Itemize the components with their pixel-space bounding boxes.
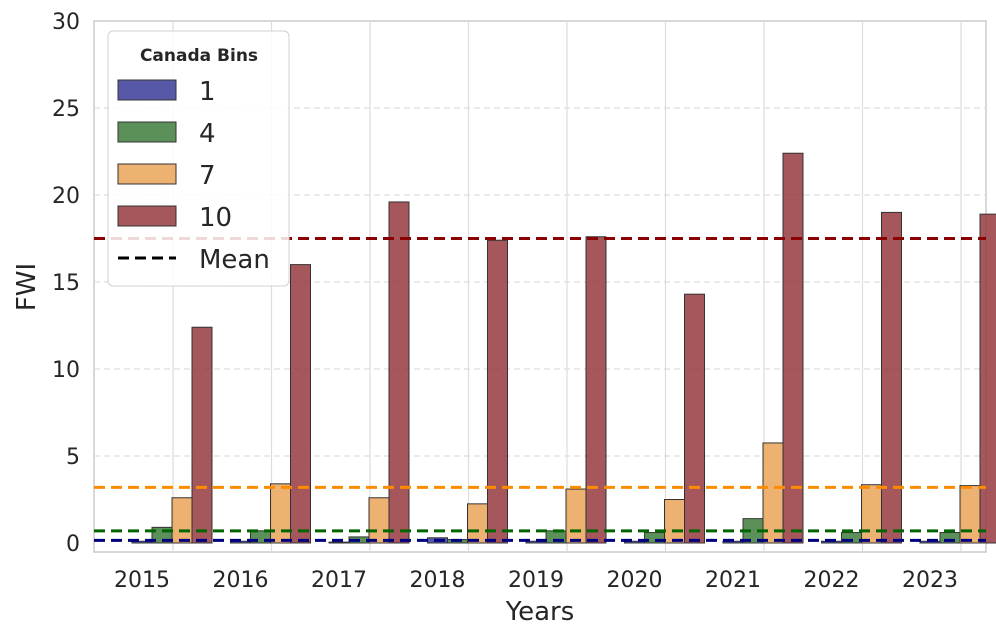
bar-series-10 (684, 293, 705, 544)
x-tick-label: 2022 (804, 568, 860, 593)
y-tick-label: 10 (52, 358, 80, 383)
mean-lines (94, 237, 986, 542)
y-tick-label: 25 (52, 97, 80, 122)
x-tick-label: 2019 (508, 568, 564, 593)
y-tick-label: 0 (66, 532, 80, 557)
x-tick-label: 2017 (311, 568, 367, 593)
legend-title: Canada Bins (140, 46, 258, 66)
bar-series-10 (979, 213, 996, 544)
legend-label-7: 7 (199, 161, 216, 191)
bar-series-7 (762, 442, 784, 544)
bar-series-10 (881, 211, 902, 544)
y-axis-ticks: 0 5 10 15 20 25 30 (52, 10, 80, 557)
bar-series-7 (368, 497, 390, 544)
bar-series-10 (487, 239, 508, 544)
x-tick-label: 2021 (705, 568, 761, 593)
x-tick-label: 2016 (213, 568, 269, 593)
y-tick-label: 5 (66, 445, 80, 470)
bar-series-10 (290, 264, 311, 544)
bar-series-7 (171, 497, 193, 544)
x-tick-label: 2018 (410, 568, 466, 593)
bar-series-7 (959, 485, 981, 544)
bar-series-7 (467, 503, 488, 544)
bars (131, 152, 996, 544)
legend-label-mean: Mean (199, 245, 270, 275)
grid (94, 21, 986, 552)
y-tick-label: 15 (52, 271, 80, 296)
bar-series-10 (388, 201, 410, 544)
bar-series-7 (861, 484, 882, 544)
bar-series-1 (328, 541, 350, 544)
bar-series-7 (664, 499, 685, 544)
legend-swatch-7 (117, 163, 177, 185)
bar-series-10 (191, 326, 213, 544)
y-axis-title: FWI (12, 263, 42, 311)
legend-swatch-4 (117, 121, 177, 143)
x-tick-label: 2020 (607, 568, 663, 593)
y-tick-label: 20 (52, 184, 80, 209)
legend-items: 1 4 7 10 Mean (117, 77, 270, 275)
bar-series-10 (782, 152, 804, 544)
x-axis-title: Years (505, 597, 575, 627)
bar-series-7 (565, 488, 587, 544)
x-tick-label: 2023 (902, 568, 958, 593)
legend-label-10: 10 (199, 203, 232, 233)
legend-label-1: 1 (199, 77, 216, 107)
bar-series-10 (585, 236, 607, 544)
bar-series-7 (270, 483, 291, 544)
x-axis-ticks: 2015 2016 2017 2018 2019 2020 2021 2022 2023 (114, 568, 958, 593)
y-tick-label: 30 (52, 10, 80, 35)
legend-swatch-1 (117, 79, 177, 101)
legend-label-4: 4 (199, 119, 216, 149)
x-tick-label: 2015 (114, 568, 170, 593)
legend-swatch-10 (117, 205, 177, 227)
legend: Canada Bins 1 4 7 10 Mean (107, 30, 290, 287)
